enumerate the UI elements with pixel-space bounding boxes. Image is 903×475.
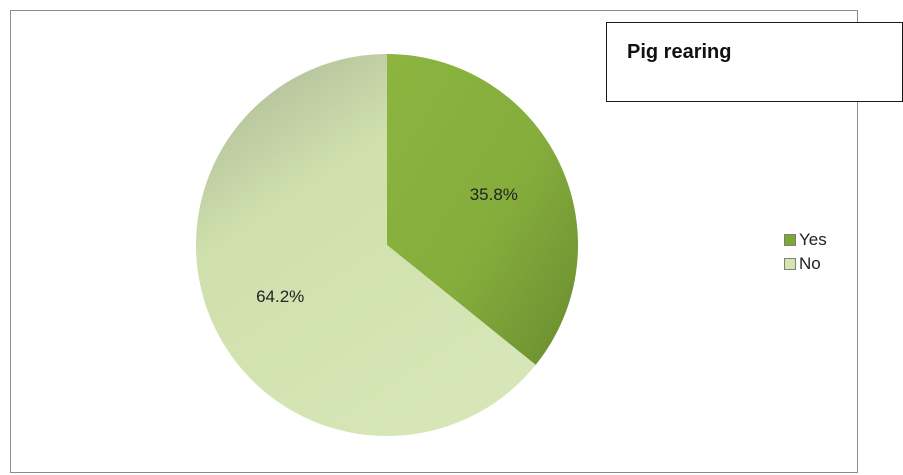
chart-title-box: Pig rearing: [606, 22, 903, 102]
data-label-yes: 35.8%: [470, 185, 518, 204]
legend-item-yes: Yes: [784, 228, 827, 252]
legend-label-yes: Yes: [799, 230, 827, 249]
legend-item-no: No: [784, 252, 827, 276]
legend-label-no: No: [799, 254, 821, 273]
data-label-no: 64.2%: [256, 287, 304, 306]
pie-slice-yes: [387, 54, 578, 365]
pie-slice-no: [195, 54, 536, 437]
legend: Yes No: [784, 228, 827, 276]
chart-title: Pig rearing: [627, 41, 732, 63]
legend-swatch-yes: [784, 234, 796, 246]
legend-swatch-no: [784, 258, 796, 270]
